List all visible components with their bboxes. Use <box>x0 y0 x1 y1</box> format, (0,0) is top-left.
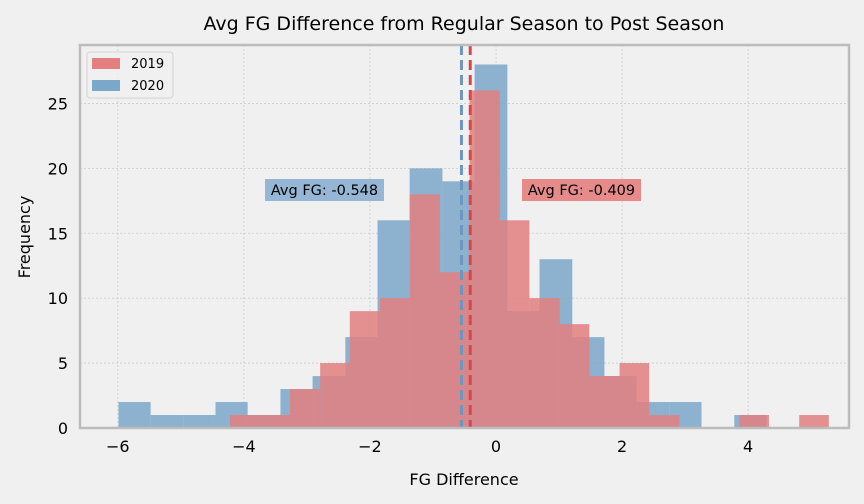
annotation-box-2019 <box>522 179 641 201</box>
x-axis-label: FG Difference <box>409 470 518 489</box>
bar-2019-13 <box>619 363 650 428</box>
chart-title: Avg FG Difference from Regular Season to… <box>204 13 725 35</box>
annotation-text-2019: Avg FG: -0.409 <box>528 183 635 199</box>
legend-swatch-2019 <box>92 58 120 69</box>
bar-2019-3 <box>320 363 350 428</box>
bar-2019-8 <box>469 90 500 429</box>
bar-2019-2 <box>289 389 321 428</box>
x-tick-label-5: 4 <box>743 437 753 456</box>
bar-2019-1 <box>260 415 290 428</box>
bar-2019-7 <box>439 272 470 428</box>
x-tick-label-4: 2 <box>617 437 627 456</box>
bar-2019-9 <box>499 220 530 428</box>
y-tick-label-4: 20 <box>48 159 68 178</box>
plot-frame <box>78 43 851 430</box>
annotation-box-2020 <box>265 179 384 201</box>
y-tick-label-0: 0 <box>58 419 68 438</box>
y-axis-ticks: 0 5 10 15 20 25 <box>48 94 68 438</box>
y-axis-label: Frequency <box>15 196 34 279</box>
legend: 2019 2020 <box>86 51 174 99</box>
bar-2019-4 <box>349 311 381 428</box>
bar-2019-19 <box>799 415 829 428</box>
y-tick-label-2: 10 <box>48 289 68 308</box>
legend-label-2019: 2019 <box>131 57 164 72</box>
bar-2019-0 <box>230 415 261 428</box>
x-axis-ticks: −6 −4 −2 0 2 4 <box>106 437 753 456</box>
histogram-bars <box>118 64 829 429</box>
x-tick-label-0: −6 <box>106 437 130 456</box>
bar-2019-10 <box>529 298 560 428</box>
bar-2019-12 <box>589 376 620 428</box>
annotation-text-2020: Avg FG: -0.548 <box>271 183 378 199</box>
bar-2019-11 <box>559 324 590 428</box>
bar-2020-2 <box>183 415 216 428</box>
legend-swatch-2020 <box>92 80 120 91</box>
mean-annotations: Avg FG: -0.548 Avg FG: -0.409 <box>265 179 641 201</box>
x-tick-label-2: −2 <box>358 437 382 456</box>
bar-2019-5 <box>380 298 410 428</box>
bar-2020-0 <box>118 402 151 428</box>
legend-label-2020: 2020 <box>131 79 164 94</box>
bar-2020-1 <box>150 415 184 428</box>
x-tick-label-1: −4 <box>232 437 256 456</box>
bar-2019-14 <box>649 415 680 428</box>
bar-2019-17 <box>739 415 769 428</box>
bar-2019-6 <box>409 194 440 428</box>
y-tick-label-3: 15 <box>48 224 68 243</box>
mean-lines <box>459 45 472 428</box>
y-tick-label-5: 25 <box>48 94 68 113</box>
y-tick-label-1: 5 <box>58 354 68 373</box>
x-tick-label-3: 0 <box>491 437 501 456</box>
